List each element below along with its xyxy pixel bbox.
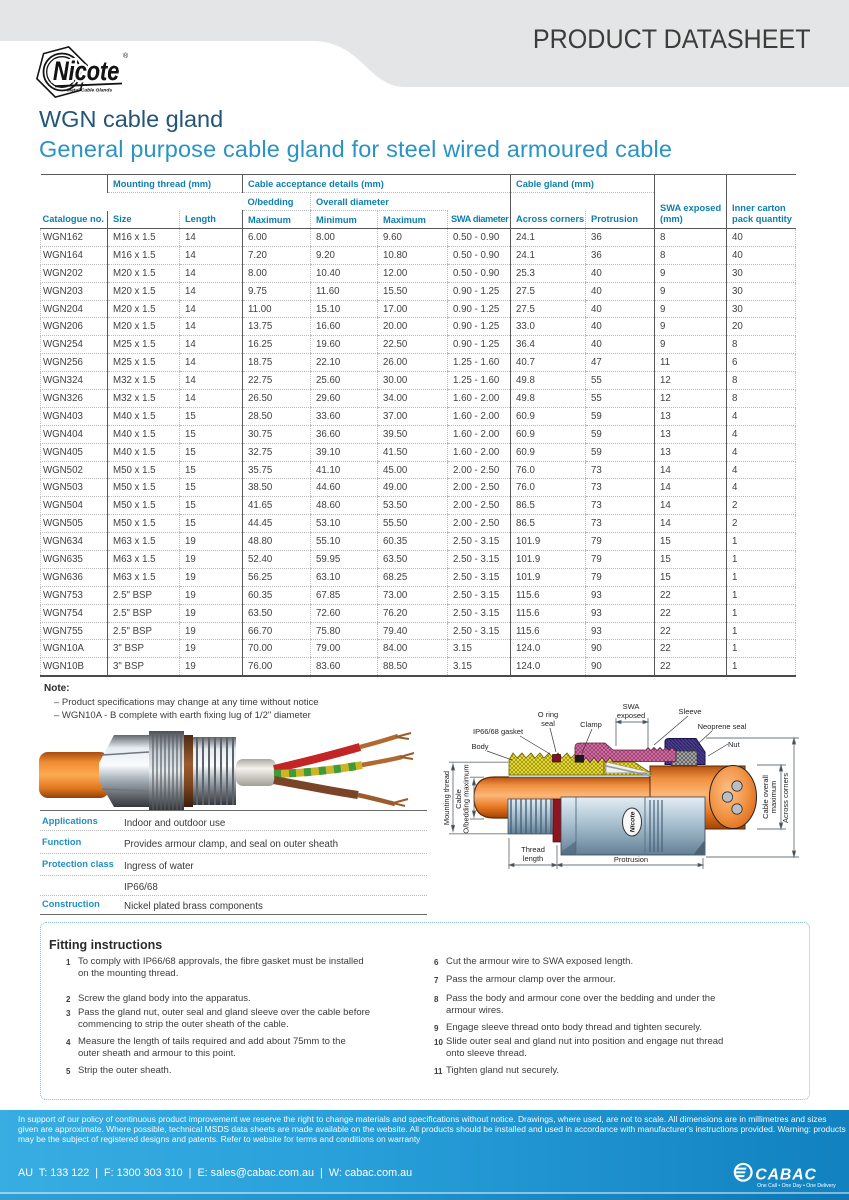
svg-text:Thread: Thread: [521, 845, 545, 854]
svg-text:Nut: Nut: [728, 740, 741, 749]
svg-text:Protrusion: Protrusion: [614, 855, 648, 864]
svg-text:O ring: O ring: [538, 710, 558, 719]
svg-text:Body: Body: [471, 742, 488, 751]
svg-text:One Call • One Day • One Deliv: One Call • One Day • One Delivery: [757, 1183, 836, 1189]
svg-text:maximum: maximum: [769, 781, 778, 814]
svg-text:Mounting thread: Mounting thread: [442, 771, 451, 825]
svg-text:Nicote: Nicote: [53, 57, 119, 87]
svg-text:Cable overall: Cable overall: [761, 775, 770, 819]
svg-text:Metal Cable Glands: Metal Cable Glands: [67, 88, 112, 94]
svg-text:Nicote: Nicote: [53, 57, 119, 87]
svg-text:SWA: SWA: [623, 702, 640, 711]
svg-text:exposed: exposed: [617, 711, 645, 720]
svg-text:CABAC: CABAC: [755, 1167, 817, 1184]
svg-text:Sleeve: Sleeve: [679, 707, 702, 716]
svg-text:Neoprene seal: Neoprene seal: [698, 722, 747, 731]
svg-text:IP66/68 gasket: IP66/68 gasket: [473, 727, 524, 736]
svg-text:seal: seal: [541, 719, 555, 728]
svg-text:O/bedding maximum: O/bedding maximum: [462, 764, 471, 833]
svg-text:Cable: Cable: [454, 789, 463, 809]
svg-text:®: ®: [123, 52, 129, 60]
svg-text:Clamp: Clamp: [580, 720, 602, 729]
svg-text:Across corners: Across corners: [781, 773, 790, 823]
svg-text:length: length: [523, 854, 543, 863]
svg-text:Nicote: Nicote: [630, 811, 637, 832]
